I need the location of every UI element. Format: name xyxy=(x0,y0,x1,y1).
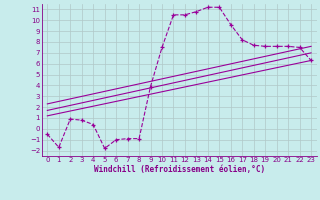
X-axis label: Windchill (Refroidissement éolien,°C): Windchill (Refroidissement éolien,°C) xyxy=(94,165,265,174)
